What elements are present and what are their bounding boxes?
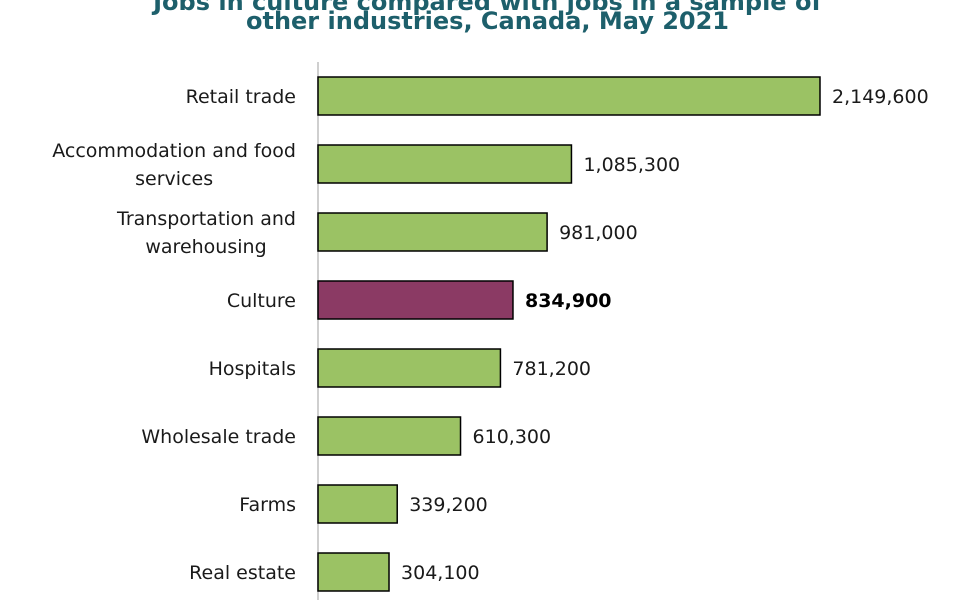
value-label-5: 610,300	[473, 426, 552, 448]
value-label-6: 339,200	[409, 494, 488, 516]
category-label-6: Farms	[239, 494, 296, 516]
category-label-3: Culture	[227, 290, 296, 312]
value-label-2: 981,000	[559, 222, 638, 244]
chart-title-line-2: other industries, Canada, May 2021	[245, 7, 730, 35]
category-label-4: Hospitals	[209, 358, 296, 380]
bar-3	[317, 280, 514, 320]
value-label-1: 1,085,300	[583, 154, 680, 176]
category-label-1-line-1: services	[135, 168, 213, 190]
bar-2	[317, 212, 548, 252]
bar-1	[317, 144, 573, 184]
bar-7	[317, 552, 390, 592]
category-label-2-line-1: warehousing	[145, 236, 266, 258]
bar-0	[317, 76, 821, 116]
bar-6	[317, 484, 398, 524]
bar-5	[317, 416, 462, 456]
category-label-5: Wholesale trade	[141, 426, 296, 448]
category-label-7: Real estate	[189, 562, 296, 584]
value-label-4: 781,200	[512, 358, 591, 380]
value-label-3: 834,900	[525, 290, 612, 312]
category-label-1-line-0: Accommodation and food	[52, 140, 296, 162]
category-label-0: Retail trade	[186, 86, 296, 108]
value-label-7: 304,100	[401, 562, 480, 584]
value-label-0: 2,149,600	[832, 86, 929, 108]
category-label-2-line-0: Transportation and	[116, 208, 296, 230]
chart-title-line-1: Jobs in culture compared with jobs in a …	[153, 0, 822, 16]
bar-4	[317, 348, 502, 388]
